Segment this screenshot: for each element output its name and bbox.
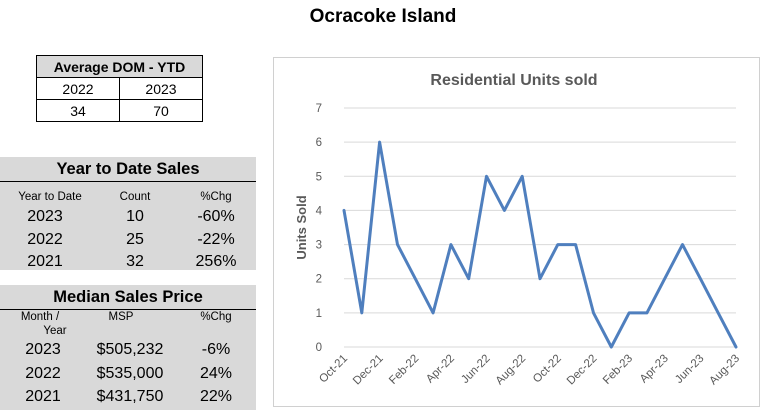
- median-row-msp: $505,232: [96, 341, 164, 358]
- x-tick-label: Oct-22: [531, 353, 564, 386]
- ytd-row-count: 32: [126, 253, 144, 270]
- x-tick-label: Oct-21: [317, 353, 350, 386]
- median-price-panel: Median Sales Price Month / Year MSP %Chg…: [0, 285, 256, 410]
- x-tick-label: Feb-22: [387, 353, 421, 387]
- x-tick-label: Aug-22: [494, 353, 529, 388]
- ytd-sales-title: Year to Date Sales: [0, 157, 256, 182]
- median-row-chg: -6%: [201, 341, 231, 358]
- y-tick-label: 6: [316, 137, 322, 149]
- y-tick-label: 1: [316, 308, 322, 320]
- x-tick-label: Feb-23: [601, 353, 635, 387]
- median-row-chg: 22%: [199, 388, 233, 405]
- ytd-row-count: 10: [126, 208, 144, 225]
- ytd-row-chg: -22%: [197, 231, 235, 248]
- median-col-msp: MSP: [108, 311, 134, 323]
- x-tick-label: Dec-22: [565, 353, 600, 388]
- dom-year-2022: 2022: [36, 77, 120, 100]
- ytd-row-chg: 256%: [195, 253, 237, 270]
- y-tick-label: 2: [316, 274, 322, 286]
- dom-value-2022: 34: [36, 99, 120, 122]
- page-title: Ocracoke Island: [309, 6, 457, 27]
- median-row-year: 2021: [25, 388, 61, 405]
- series-line: [342, 140, 738, 349]
- ytd-row-chg: -60%: [197, 208, 235, 225]
- x-tick-label: Jun-22: [459, 353, 492, 386]
- median-price-title: Median Sales Price: [0, 285, 256, 310]
- x-tick-label: Apr-23: [638, 353, 671, 386]
- ytd-row-year: 2023: [27, 208, 63, 225]
- average-dom-table: Average DOM - YTD 2022 2023 34 70: [36, 55, 203, 122]
- dom-value-2023: 70: [119, 99, 203, 122]
- ytd-row-count: 25: [126, 231, 144, 248]
- y-tick-label: 7: [316, 103, 322, 115]
- median-col-chg: %Chg: [200, 311, 232, 323]
- x-tick-label: Dec-21: [351, 353, 386, 388]
- y-tick-label: 0: [316, 342, 322, 354]
- x-tick-label: Jun-23: [673, 353, 706, 386]
- x-tick-label: Aug-23: [707, 353, 742, 388]
- median-row-chg: 24%: [199, 365, 233, 382]
- median-row-year: 2022: [25, 365, 61, 382]
- y-tick-label: 3: [316, 240, 322, 252]
- y-tick-label: 5: [316, 171, 322, 183]
- ytd-row-year: 2021: [27, 253, 63, 270]
- chart-title: Residential Units sold: [430, 72, 597, 89]
- ytd-sales-panel: Year to Date Sales Year to Date Count %C…: [0, 157, 256, 270]
- dom-year-2023: 2023: [119, 77, 203, 100]
- median-col-month: Month /: [20, 311, 60, 323]
- median-col-year: Year: [43, 325, 67, 337]
- ytd-col-year: Year to Date: [18, 191, 82, 203]
- median-row-msp: $535,000: [96, 365, 164, 382]
- median-row-msp: $431,750: [96, 388, 164, 405]
- units-sold-chart-svg: Residential Units sold Units Sold 0 1 2 3 4 5…: [294, 72, 742, 388]
- ytd-row-year: 2022: [27, 231, 63, 248]
- median-row-year: 2023: [25, 341, 61, 358]
- ytd-col-chg: %Chg: [200, 191, 232, 203]
- x-tick-label: Apr-22: [424, 353, 457, 386]
- y-tick-label: 4: [316, 205, 323, 217]
- dom-table-header: Average DOM - YTD: [36, 55, 203, 78]
- ytd-col-count: Count: [119, 191, 151, 203]
- units-sold-chart: Residential Units sold Units Sold 0 1 2 3 4 5…: [273, 57, 760, 407]
- y-axis-label: Units Sold: [294, 195, 309, 259]
